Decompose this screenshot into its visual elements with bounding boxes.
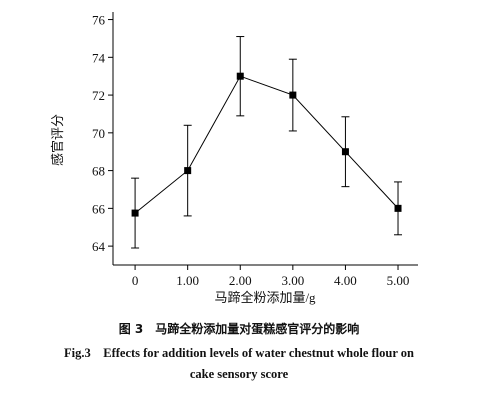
y-tick-label: 70 [92, 126, 105, 141]
marker [289, 91, 297, 99]
marker [131, 209, 139, 217]
x-tick-label: 4.00 [334, 273, 357, 288]
caption-en: cake sensory score [190, 367, 289, 381]
x-tick-label: 0 [132, 273, 139, 288]
x-tick-label: 2.00 [229, 273, 252, 288]
x-axis-label: 马蹄全粉添加量/g [214, 290, 316, 305]
x-tick-label: 1.00 [176, 273, 199, 288]
marker [341, 148, 349, 156]
y-tick-label: 66 [92, 201, 106, 216]
data-line [134, 75, 399, 214]
x-tick-label: 5.00 [387, 273, 410, 288]
y-tick-label: 76 [92, 13, 106, 28]
x-tick-label: 3.00 [281, 273, 304, 288]
caption-en: Fig.3 Effects for addition levels of wat… [64, 346, 414, 360]
y-tick-label: 74 [92, 50, 106, 65]
y-tick-label: 72 [92, 88, 105, 103]
y-tick-label: 64 [92, 239, 106, 254]
caption-cn: 图 3 马蹄全粉添加量对蛋糕感官评分的影响 [119, 321, 360, 336]
marker [184, 167, 192, 175]
y-axis-label: 感官评分 [50, 114, 65, 166]
marker [236, 72, 244, 80]
marker [394, 204, 402, 212]
y-tick-label: 68 [92, 164, 105, 179]
